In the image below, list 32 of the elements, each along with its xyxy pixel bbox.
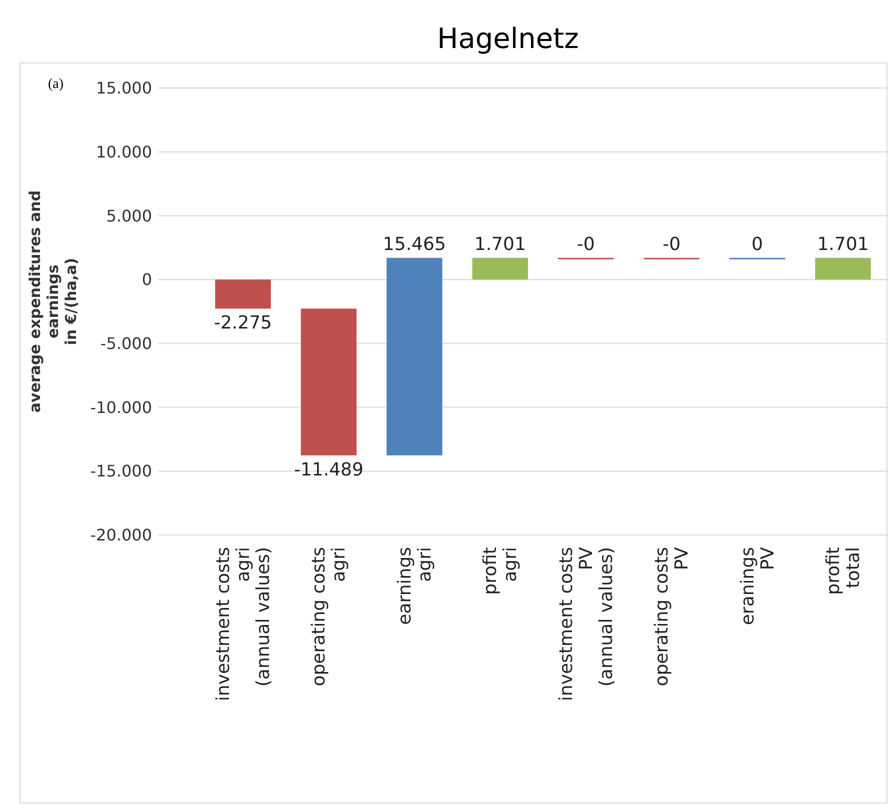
y-tick-label: 15.000 — [96, 78, 152, 98]
data-label: 15.465 — [382, 234, 446, 255]
y-tick-label: 0 — [142, 270, 152, 290]
y-tick-label: -5.000 — [100, 334, 152, 354]
y-tick-label: -20.000 — [90, 526, 152, 545]
y-axis-title: average expenditures and earnings in €/(ha,a) — [26, 190, 80, 413]
data-label: -2.275 — [214, 312, 272, 334]
x-tick-label: operating costs PV — [652, 546, 693, 686]
data-label: 1.701 — [817, 234, 869, 255]
bar — [386, 258, 442, 456]
x-tick-label: profit agri — [480, 547, 522, 595]
text: (a) — [48, 77, 64, 92]
bar — [300, 308, 357, 456]
x-tick-label: investment costs agri (annual values) — [213, 547, 274, 702]
x-tick-label: investment costs PV (annual values) — [556, 546, 617, 702]
x-tick-label: eranings PV — [737, 546, 778, 626]
data-label: 0 — [752, 234, 764, 255]
bar — [815, 258, 871, 280]
y-tick-label: -15.000 — [90, 462, 152, 481]
bar — [472, 258, 528, 280]
y-tick-label: -10.000 — [90, 398, 152, 417]
x-tick-label: operating costs agri — [308, 547, 350, 686]
bar — [215, 280, 271, 309]
data-label: 1.701 — [474, 234, 526, 255]
y-tick-label: 10.000 — [96, 142, 152, 162]
chart-title: Hagelnetz — [437, 22, 579, 55]
x-tick-label: profit total — [823, 547, 864, 595]
data-label: -11.489 — [294, 459, 364, 480]
data-label: -0 — [662, 234, 681, 255]
y-tick-label: 5.000 — [106, 206, 152, 226]
x-tick-label: earnings agri — [394, 547, 436, 625]
data-label: -0 — [576, 234, 595, 255]
